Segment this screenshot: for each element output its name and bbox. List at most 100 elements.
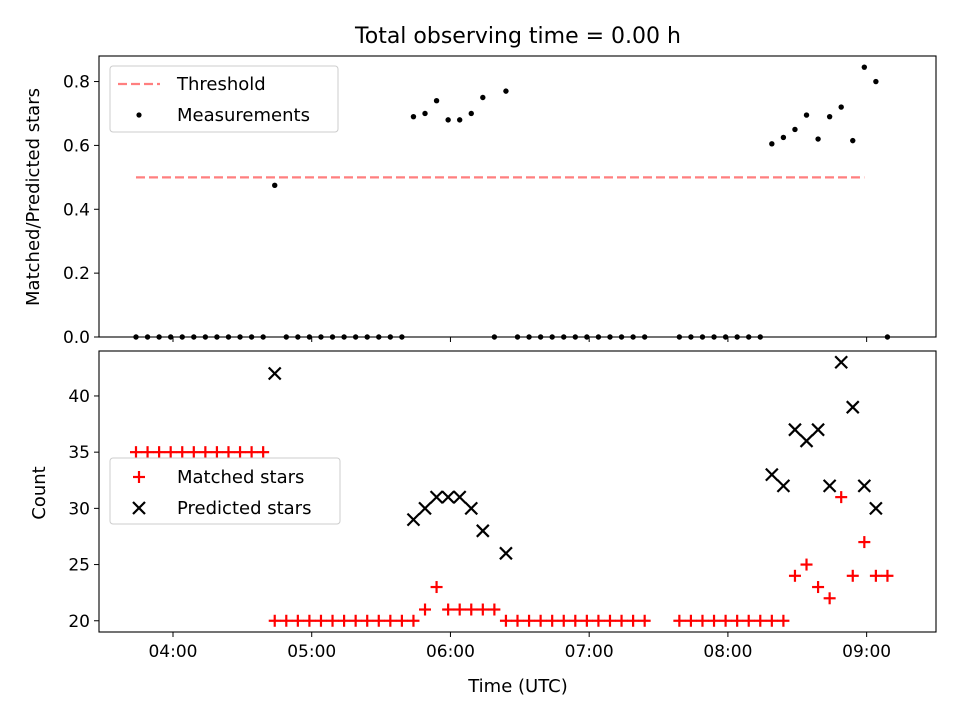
measurements-point [503, 88, 509, 94]
predicted-stars-point [845, 400, 860, 414]
count-x-tick-label: 04:00 [148, 642, 197, 662]
matched-stars-point [164, 446, 177, 459]
ratio-legend: Threshold Measurements [109, 65, 339, 133]
legend-threshold-label: Threshold [176, 74, 266, 95]
measurements-point [433, 98, 440, 104]
matched-stars-point [176, 446, 189, 459]
measurements-point [456, 117, 463, 123]
legend-predicted-swatch [132, 501, 146, 515]
matched-stars-point [846, 569, 859, 582]
count-legend-box [109, 457, 341, 525]
matched-stars-point [141, 446, 154, 459]
matched-stars-point [314, 614, 327, 627]
matched-stars-point [338, 614, 351, 627]
predicted-stars-point [406, 512, 421, 527]
matched-stars-point [684, 614, 697, 627]
count-y-tick-label: 40 [68, 387, 90, 407]
ratio-legend-box [109, 65, 339, 133]
matched-stars-point [372, 614, 385, 627]
measurements-point [445, 117, 451, 123]
legend-measurements-label: Measurements [177, 105, 310, 126]
measurements-point [410, 113, 417, 120]
matched-stars-point [210, 446, 223, 459]
matched-stars-point [788, 569, 801, 582]
matched-stars-point [523, 614, 536, 627]
predicted-stars-point [857, 479, 872, 493]
predicted-stars-point [464, 501, 479, 516]
matched-stars-point [731, 614, 744, 627]
measurements-point [769, 141, 775, 147]
predicted-stars-point [822, 479, 837, 493]
predicted-stars-point [499, 546, 513, 561]
measurements-point [815, 136, 821, 142]
matched-stars-point [580, 614, 593, 627]
matched-stars-point [129, 446, 142, 459]
matched-stars-point [476, 603, 489, 616]
predicted-stars-point [476, 524, 490, 538]
matched-stars-point [673, 614, 686, 627]
matched-stars-point [419, 603, 432, 616]
predicted-stars-point [869, 501, 883, 516]
matched-stars-point [592, 614, 605, 627]
matched-stars-point [257, 446, 270, 459]
ratio-y-tick-label: 0.4 [63, 200, 90, 220]
legend-matched-label: Matched stars [177, 467, 304, 488]
measurements-point [780, 134, 787, 141]
matched-stars-point [268, 614, 281, 627]
matched-stars-point [800, 558, 813, 571]
count-x-tick-label: 07:00 [565, 642, 614, 662]
count-legend: Matched stars Predicted stars [109, 457, 341, 525]
count-y-tick-label: 25 [68, 556, 90, 576]
count-y-tick-label: 35 [68, 443, 90, 463]
measurements-point [468, 110, 474, 117]
matched-stars-point [546, 614, 559, 627]
measurements-point [480, 94, 486, 101]
matched-stars-point [349, 614, 362, 627]
predicted-stars-point [429, 490, 444, 504]
legend-predicted-label: Predicted stars [177, 498, 311, 519]
measurements-point [861, 64, 868, 70]
matched-stars-point [835, 491, 848, 504]
matched-stars-point [696, 614, 709, 627]
matched-stars-point [488, 603, 501, 616]
measurements-point [803, 112, 810, 118]
predicted-stars-point [441, 490, 455, 504]
ratio-y-tick-label: 0.2 [63, 264, 90, 284]
count-x-tick-label: 06:00 [426, 642, 475, 662]
ratio-x-axis-ticks [172, 337, 868, 342]
matched-stars-point [754, 614, 767, 627]
x-axis-label: Time (UTC) [467, 676, 568, 697]
measurements-point [422, 110, 428, 117]
matched-stars-point [765, 614, 778, 627]
count-x-tick-label: 08:00 [703, 642, 752, 662]
matched-stars-point [222, 446, 235, 459]
ratio-panel: 0.00.20.40.60.8 Matched/Predicted stars … [23, 55, 937, 348]
matched-stars-point [499, 614, 512, 627]
matched-stars-point [280, 614, 293, 627]
matched-stars-point [777, 614, 790, 627]
count-y-tick-label: 30 [68, 499, 90, 519]
matched-stars-point [557, 614, 570, 627]
count-plot-frame [98, 350, 937, 633]
measurements-point [792, 126, 798, 133]
ratio-y-axis-label: Matched/Predicted stars [23, 88, 44, 306]
matched-stars-point [303, 614, 316, 627]
matched-stars-point [153, 446, 166, 459]
measurements-point [873, 78, 879, 85]
count-y-axis-label: Count [29, 466, 50, 519]
ratio-plot-frame [98, 55, 937, 338]
matched-stars-point [187, 446, 200, 459]
matched-stars-point [823, 592, 836, 605]
matched-stars-point [742, 614, 755, 627]
predicted-stars-point [834, 355, 848, 370]
matched-stars-point [603, 614, 616, 627]
predicted-stars-point [776, 479, 791, 493]
matched-stars-point [430, 581, 443, 594]
matched-stars-point [361, 614, 374, 627]
matched-stars-point [453, 603, 466, 616]
matched-stars-point [638, 614, 651, 627]
ratio-y-axis: 0.0 0.2 0.4 0.6 0.8 [63, 73, 99, 348]
predicted-stars-point [765, 467, 779, 482]
predicted-stars-point [788, 422, 802, 437]
